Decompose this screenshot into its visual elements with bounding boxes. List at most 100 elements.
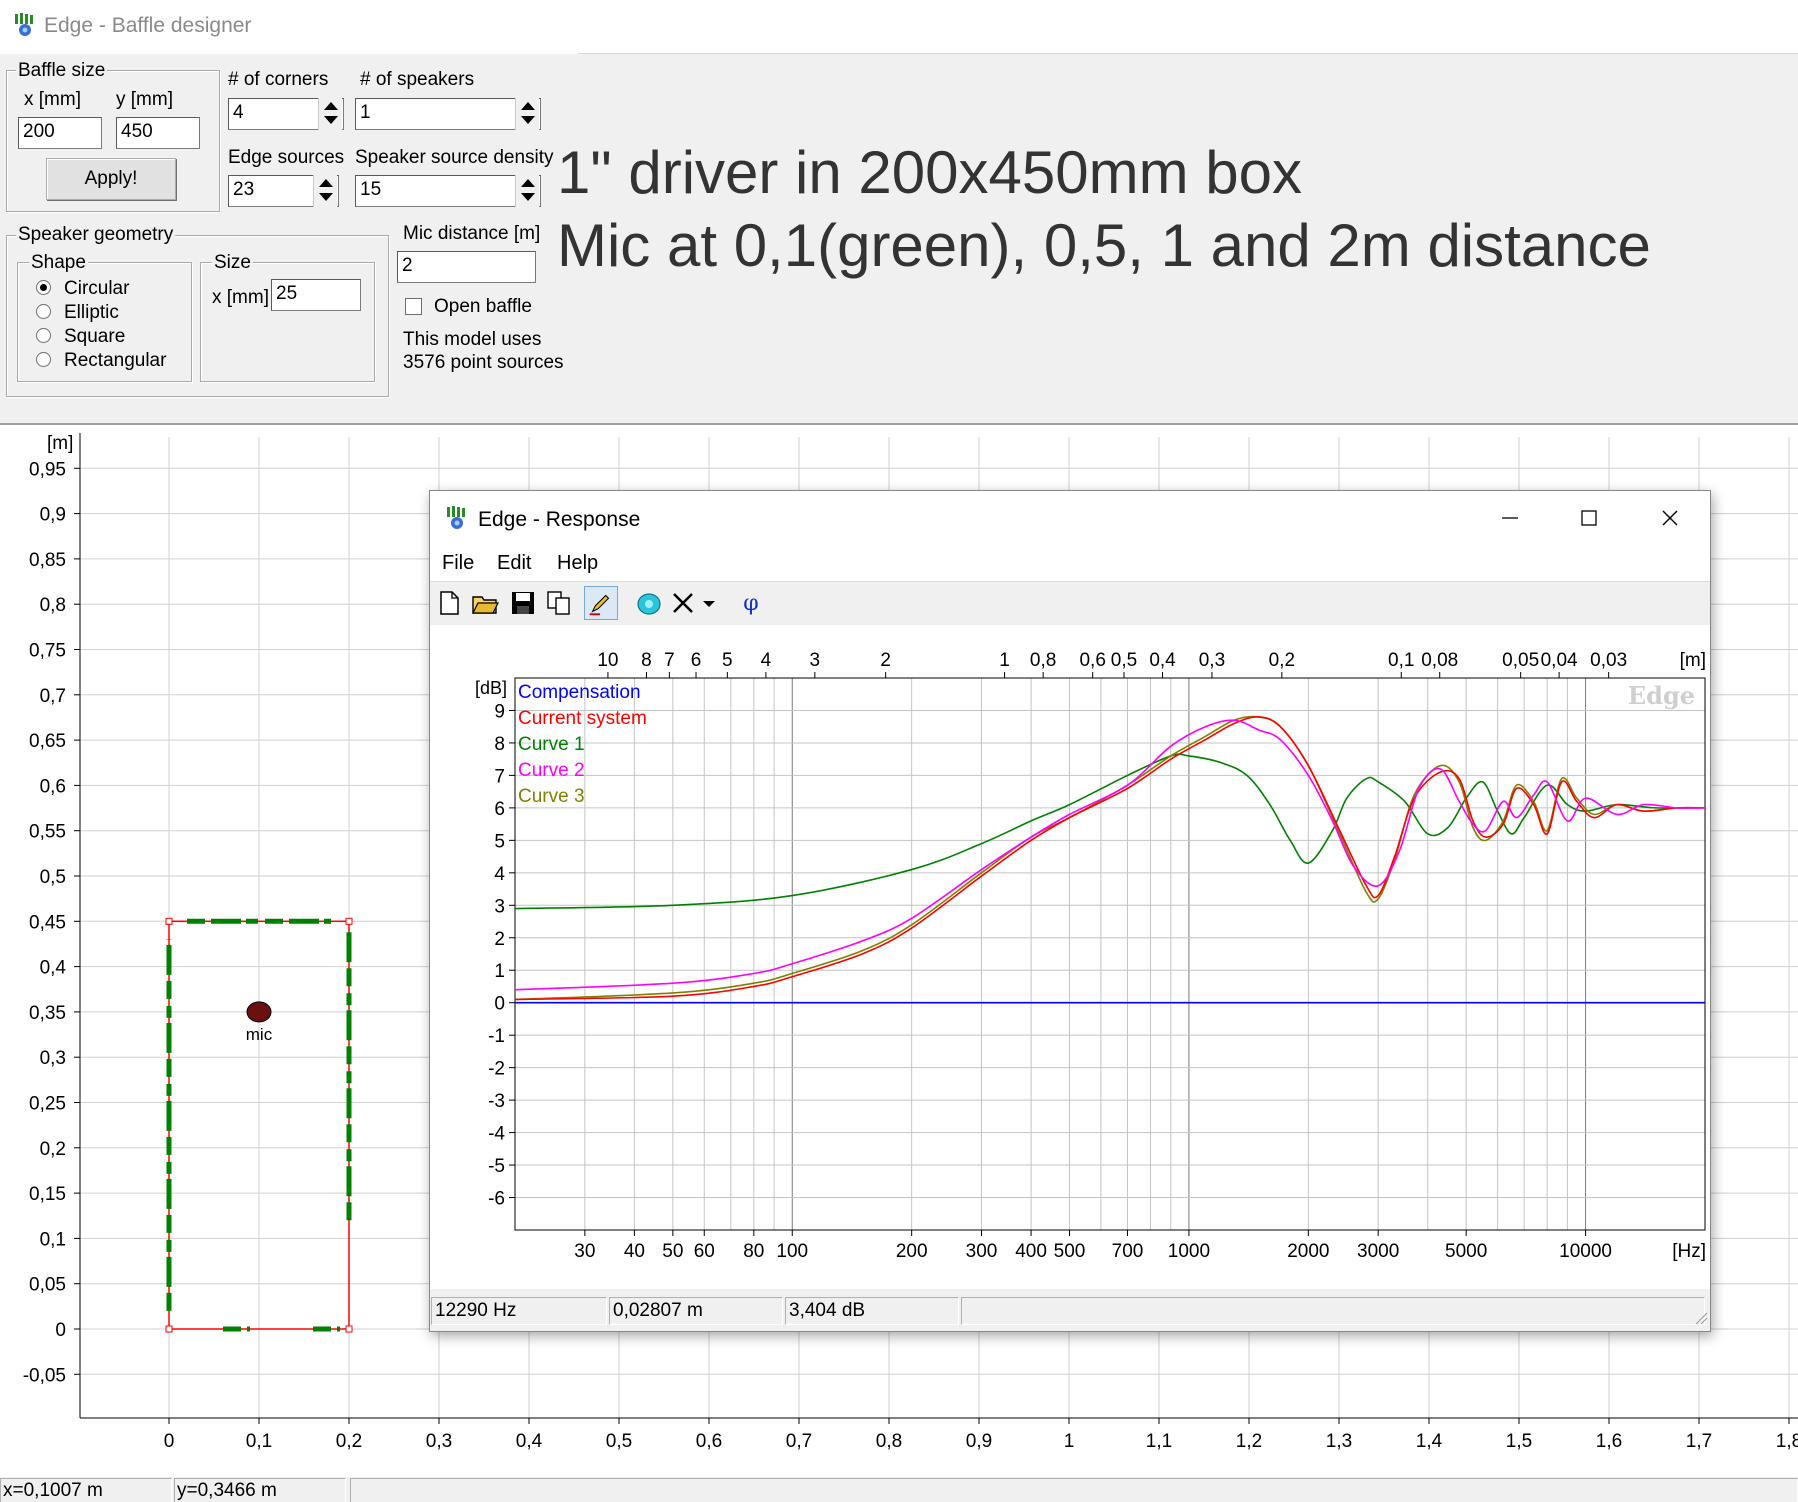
top-tick-label: 6 <box>691 650 702 671</box>
edge-sources-label: Edge sources <box>228 147 345 168</box>
menu-file[interactable]: File <box>442 552 475 574</box>
mic-distance-field[interactable]: 2 <box>397 251 536 283</box>
y-tick-label: 0,2 <box>40 1139 66 1160</box>
edge-app-icon <box>15 13 33 36</box>
speaker-icon[interactable] <box>632 586 666 620</box>
baffle-corner-handle <box>165 1325 173 1333</box>
dropdown-arrow-icon[interactable] <box>698 586 720 620</box>
copy-icon[interactable] <box>542 586 576 620</box>
x-tick-label: 1,4 <box>1416 1431 1443 1452</box>
shape-circular-label[interactable]: Circular <box>64 278 130 299</box>
series-line-curve-1 <box>514 753 1706 910</box>
window-title: Edge - Baffle designer <box>44 14 252 37</box>
y-tick-label: 0 <box>55 1320 66 1341</box>
shape-square-radio[interactable] <box>36 328 51 343</box>
response-toolbar: φ <box>430 582 1710 624</box>
size-x-label: x [mm] <box>212 287 269 308</box>
phi-icon[interactable]: φ <box>734 586 768 620</box>
speakers-spinner[interactable] <box>515 98 539 130</box>
speakers-field[interactable]: 1 <box>355 98 541 130</box>
legend-entry: Current system <box>518 708 647 729</box>
y-readout: y=0,3466 m <box>174 1478 346 1502</box>
open-folder-icon[interactable] <box>468 586 502 620</box>
size-x-field[interactable]: 25 <box>271 279 361 311</box>
maximize-icon[interactable] <box>1581 510 1597 526</box>
shape-elliptic-radio[interactable] <box>36 304 51 319</box>
close-icon[interactable] <box>1662 510 1678 526</box>
speaker-geometry-group-label: Speaker geometry <box>16 224 176 246</box>
y-tick-label: 0,8 <box>40 595 66 616</box>
x-tick-label: 80 <box>743 1241 764 1262</box>
size-group <box>200 262 375 382</box>
y-tick-label: 0,9 <box>40 505 66 526</box>
shape-square-label[interactable]: Square <box>64 326 126 347</box>
x-tick-label: 0,4 <box>516 1431 543 1452</box>
top-tick-label: 0,04 <box>1541 650 1578 671</box>
legend-entry: Curve 3 <box>518 786 585 807</box>
response-plot-area[interactable]: 9 8 7 6 5 4 3 2 1 0 -1 -2 -3 -4 -5 -6 30 40 50 60 80 100 200 30… <box>430 625 1710 1289</box>
baffle-x-field[interactable]: 200 <box>18 117 102 149</box>
y-tick-label: 8 <box>494 734 505 755</box>
plot-frame <box>514 677 1706 1231</box>
clear-x-icon[interactable] <box>666 586 700 620</box>
response-grid <box>515 678 1705 1230</box>
top-tick-label: 0,2 <box>1269 650 1295 671</box>
open-baffle-checkbox[interactable] <box>405 298 422 315</box>
menu-help[interactable]: Help <box>557 552 599 574</box>
status-frequency: 12290 Hz <box>431 1297 607 1325</box>
pen-icon[interactable] <box>584 586 618 620</box>
top-tick-label: 5 <box>722 650 733 671</box>
menu-divider <box>430 581 1710 582</box>
legend-entry: Compensation <box>518 682 641 703</box>
new-file-icon[interactable] <box>432 586 466 620</box>
status-empty <box>961 1297 1705 1325</box>
y-tick-label: 0,5 <box>40 867 66 888</box>
shape-rectangular-radio[interactable] <box>36 352 51 367</box>
x-tick-label: 0 <box>164 1431 175 1452</box>
speaker-density-spinner[interactable] <box>515 175 539 207</box>
shape-elliptic-label[interactable]: Elliptic <box>64 302 119 323</box>
corners-spinner[interactable] <box>318 98 342 130</box>
response-title-bar: Edge - Response <box>430 491 1710 545</box>
apply-button[interactable]: Apply! <box>46 158 176 200</box>
x-tick-label: 400 <box>1015 1241 1047 1262</box>
x-tick-label: 200 <box>896 1241 928 1262</box>
y-tick-label: -4 <box>488 1124 505 1145</box>
model-info-line2: 3576 point sources <box>403 352 564 373</box>
x-tick-label: 0,2 <box>336 1431 362 1452</box>
x-tick-label: 2000 <box>1287 1241 1329 1262</box>
x-tick-label: 30 <box>574 1241 595 1262</box>
resize-grip-icon[interactable] <box>1692 1309 1708 1325</box>
response-menu-bar: File Edit Help <box>430 545 1710 581</box>
top-tick-label: 10 <box>597 650 618 671</box>
shape-rectangular-label[interactable]: Rectangular <box>64 350 167 371</box>
open-baffle-label[interactable]: Open baffle <box>434 296 532 317</box>
baffle-size-group-label: Baffle size <box>16 60 108 82</box>
main-status-bar: x=0,1007 m y=0,3466 m <box>0 1477 1798 1502</box>
y-tick-label: 4 <box>494 864 505 885</box>
y-tick-label: 2 <box>494 929 505 950</box>
y-tick-label: 6 <box>494 799 505 820</box>
y-tick-label: 5 <box>494 831 505 852</box>
response-window[interactable]: Edge - Response File Edit Help φ <box>429 490 1711 1332</box>
y-tick-label: -2 <box>488 1059 505 1080</box>
y-tick-label: 0,7 <box>40 686 66 707</box>
y-tick-label: 0,25 <box>29 1094 66 1115</box>
baffle-y-field[interactable]: 450 <box>116 117 200 149</box>
y-tick-label: 3 <box>494 896 505 917</box>
speaker-density-field[interactable]: 15 <box>355 175 541 207</box>
menu-edit[interactable]: Edit <box>497 552 532 574</box>
shape-group-label: Shape <box>29 252 88 274</box>
y-tick-label: 9 <box>494 701 505 722</box>
top-tick-label: 8 <box>641 650 652 671</box>
shape-circular-radio[interactable] <box>36 280 51 295</box>
annotation-line1: 1" driver in 200x450mm box <box>557 139 1302 206</box>
x-tick-label: 1,8 <box>1776 1431 1798 1452</box>
save-icon[interactable] <box>506 586 540 620</box>
x-tick-label: 3000 <box>1357 1241 1399 1262</box>
mic-distance-label: Mic distance [m] <box>403 223 541 244</box>
edge-sources-spinner[interactable] <box>313 175 337 207</box>
baffle-x-label: x [mm] <box>24 89 81 110</box>
x-tick-label: 0,9 <box>966 1431 992 1452</box>
